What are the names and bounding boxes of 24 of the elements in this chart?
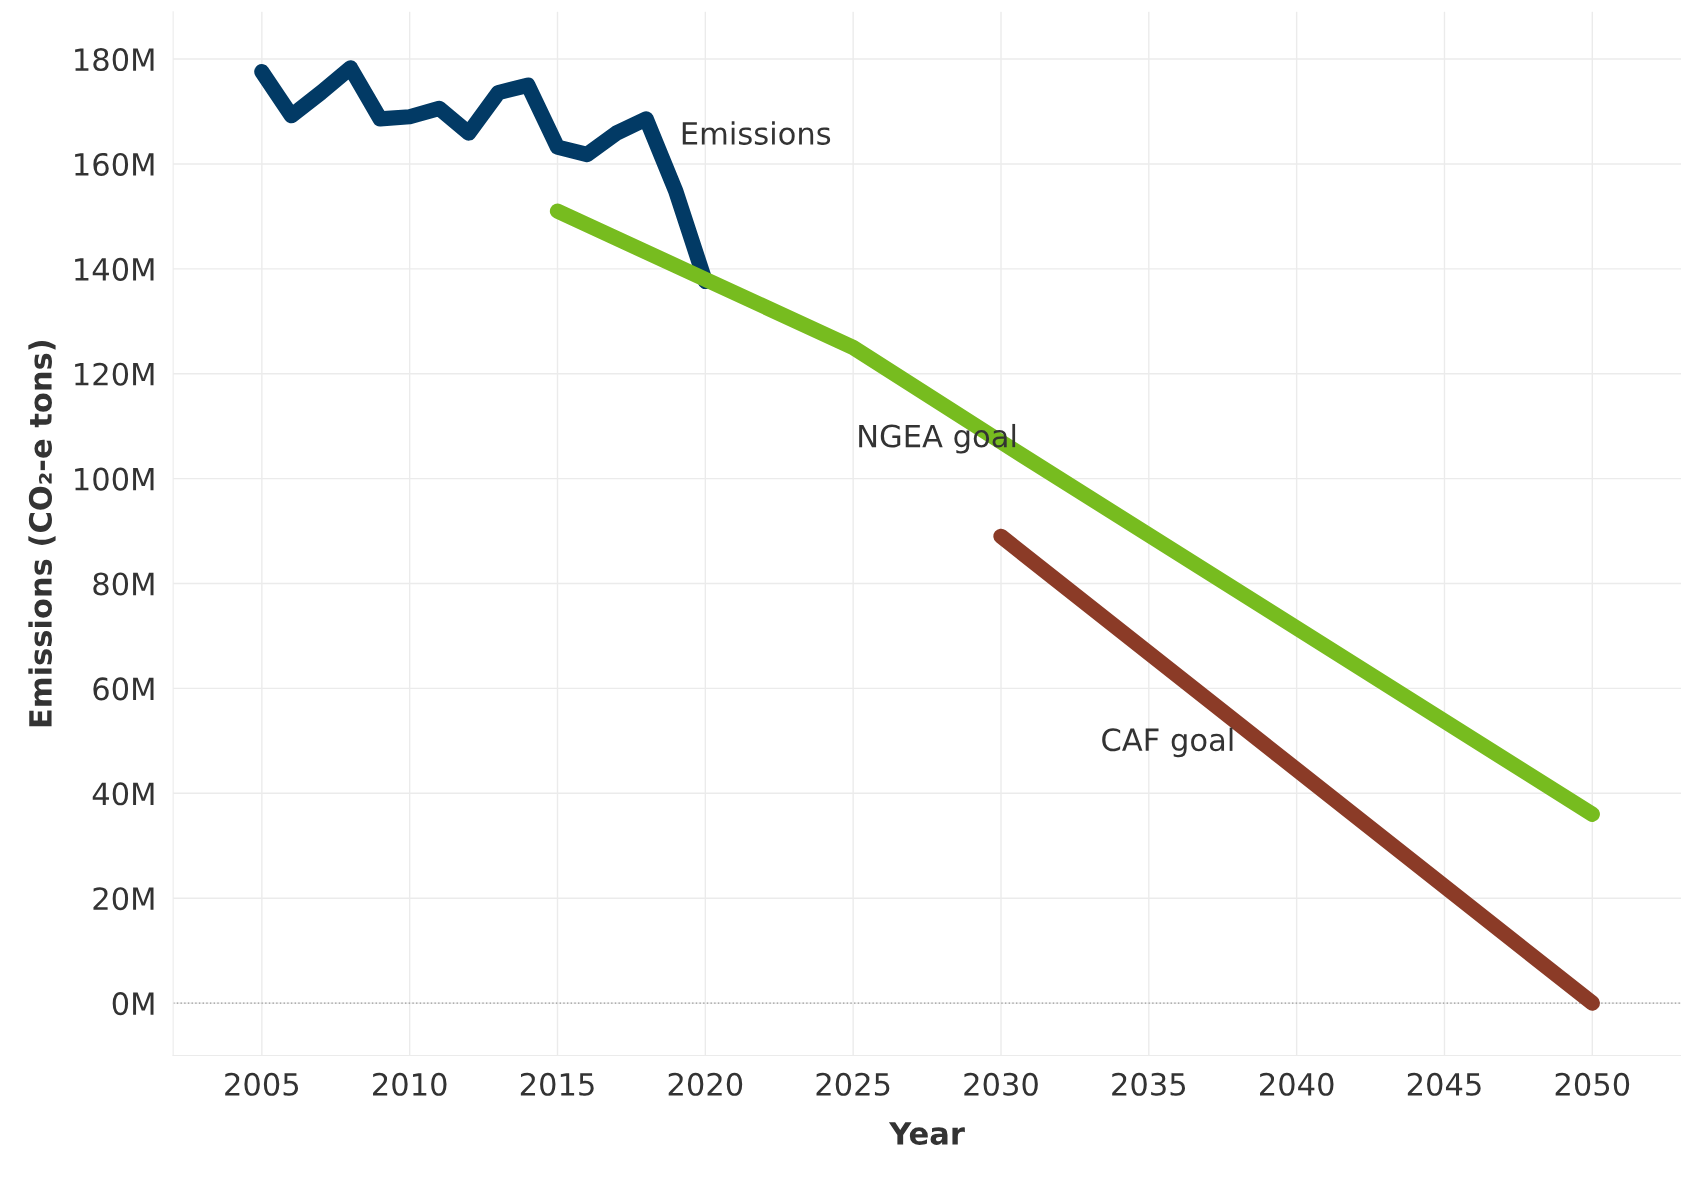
y-axis-title: Emissions (CO₂-e tons)	[28, 340, 56, 727]
series-label: CAF goal	[1102, 727, 1233, 758]
x-tick-label: 2005	[225, 1072, 299, 1096]
y-tick-label: 120M	[75, 362, 154, 386]
y-tick-label: 0M	[112, 992, 154, 1016]
y-tick-label: 160M	[75, 152, 154, 176]
series-label: Emissions	[682, 121, 831, 145]
x-tick-label: 2020	[668, 1072, 743, 1096]
x-tick-label: 2035	[1112, 1072, 1186, 1096]
y-tick-label: 100M	[75, 467, 154, 491]
y-tick-label: 60M	[93, 677, 154, 701]
y-tick-label: 140M	[75, 257, 154, 281]
x-tick-label: 2015	[520, 1072, 594, 1096]
y-tick-label: 80M	[93, 572, 154, 596]
y-tick-label: 40M	[92, 782, 154, 806]
x-tick-label: 2045	[1407, 1072, 1481, 1096]
x-tick-label: 2040	[1260, 1072, 1334, 1096]
x-axis-title: Year	[888, 1122, 965, 1145]
y-tick-label: 180M	[75, 47, 154, 72]
x-tick-label: 2025	[816, 1072, 890, 1096]
x-tick-label: 2010	[373, 1072, 447, 1096]
x-tick-label: 2050	[1555, 1072, 1630, 1096]
y-tick-label: 20M	[93, 887, 154, 911]
x-tick-label: 2030	[964, 1072, 1038, 1096]
